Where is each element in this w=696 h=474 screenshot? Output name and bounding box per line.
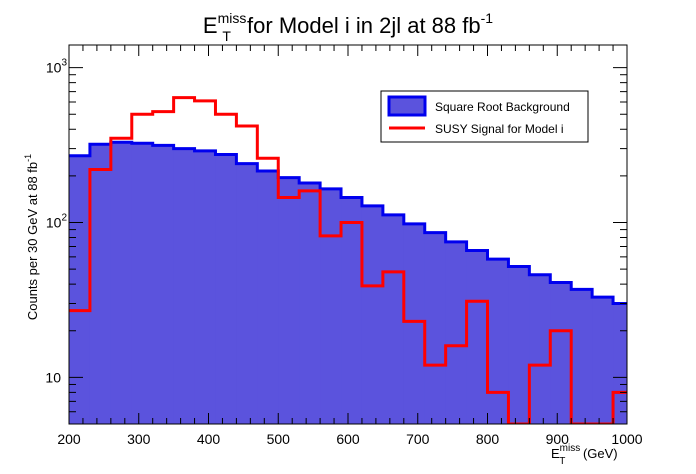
x-tick-label: 1000 (611, 431, 642, 447)
background-bar (89, 144, 112, 424)
background-bar (236, 163, 258, 424)
background-bar (110, 142, 133, 424)
background-bar (152, 145, 175, 424)
x-axis: 200 300 400 500 600 700 800 900 1000 (57, 45, 643, 447)
background-bar (382, 214, 405, 424)
background-bar (466, 250, 488, 424)
legend-swatch-background (387, 95, 427, 117)
background-bar (131, 143, 154, 424)
background-bar (320, 188, 342, 424)
background-bar (550, 282, 572, 424)
x-tick-label: 500 (267, 431, 291, 447)
y-axis: 10 102 103 (45, 58, 627, 425)
background-histogram (69, 140, 627, 424)
background-bar (445, 241, 468, 424)
background-bar (529, 274, 551, 424)
background-bar (278, 177, 300, 424)
y-tick-label: 103 (46, 58, 68, 76)
background-bar (403, 223, 426, 424)
signal-histogram (69, 96, 627, 424)
signal-line (69, 96, 627, 424)
background-bar (613, 303, 627, 424)
legend: Square Root Background SUSY Signal for M… (380, 90, 589, 143)
x-tick-label: 400 (197, 431, 221, 447)
background-bar (361, 205, 384, 424)
background-bar (487, 259, 509, 424)
background-bar (571, 289, 593, 424)
legend-label-background: Square Root Background (435, 100, 570, 114)
y-tick-label: 102 (46, 213, 68, 231)
x-tick-label: 600 (336, 431, 360, 447)
x-tick-label: 900 (546, 431, 570, 447)
x-axis-label: Emiss T (GeV) (551, 443, 618, 467)
x-tick-label: 700 (406, 431, 430, 447)
background-bar (341, 197, 363, 424)
background-bar (215, 154, 237, 424)
background-bar (508, 266, 530, 424)
background-bar (173, 148, 196, 424)
legend-label-signal: SUSY Signal for Model i (435, 122, 564, 136)
y-axis-label: Counts per 30 GeV at 88 fb-1 (23, 154, 40, 320)
background-bar (194, 150, 216, 424)
background-bar (592, 297, 614, 424)
x-tick-label: 300 (127, 431, 151, 447)
background-bar (69, 155, 91, 424)
background-bar (257, 171, 279, 424)
background-bar (299, 182, 321, 424)
background-outline (69, 140, 627, 305)
background-bar (424, 232, 447, 424)
chart-title: Emiss T for Model i in 2jl at 88 fb-1 (203, 10, 493, 44)
x-tick-label: 800 (476, 431, 500, 447)
x-tick-label: 200 (57, 431, 81, 447)
y-tick-label: 10 (45, 369, 61, 385)
